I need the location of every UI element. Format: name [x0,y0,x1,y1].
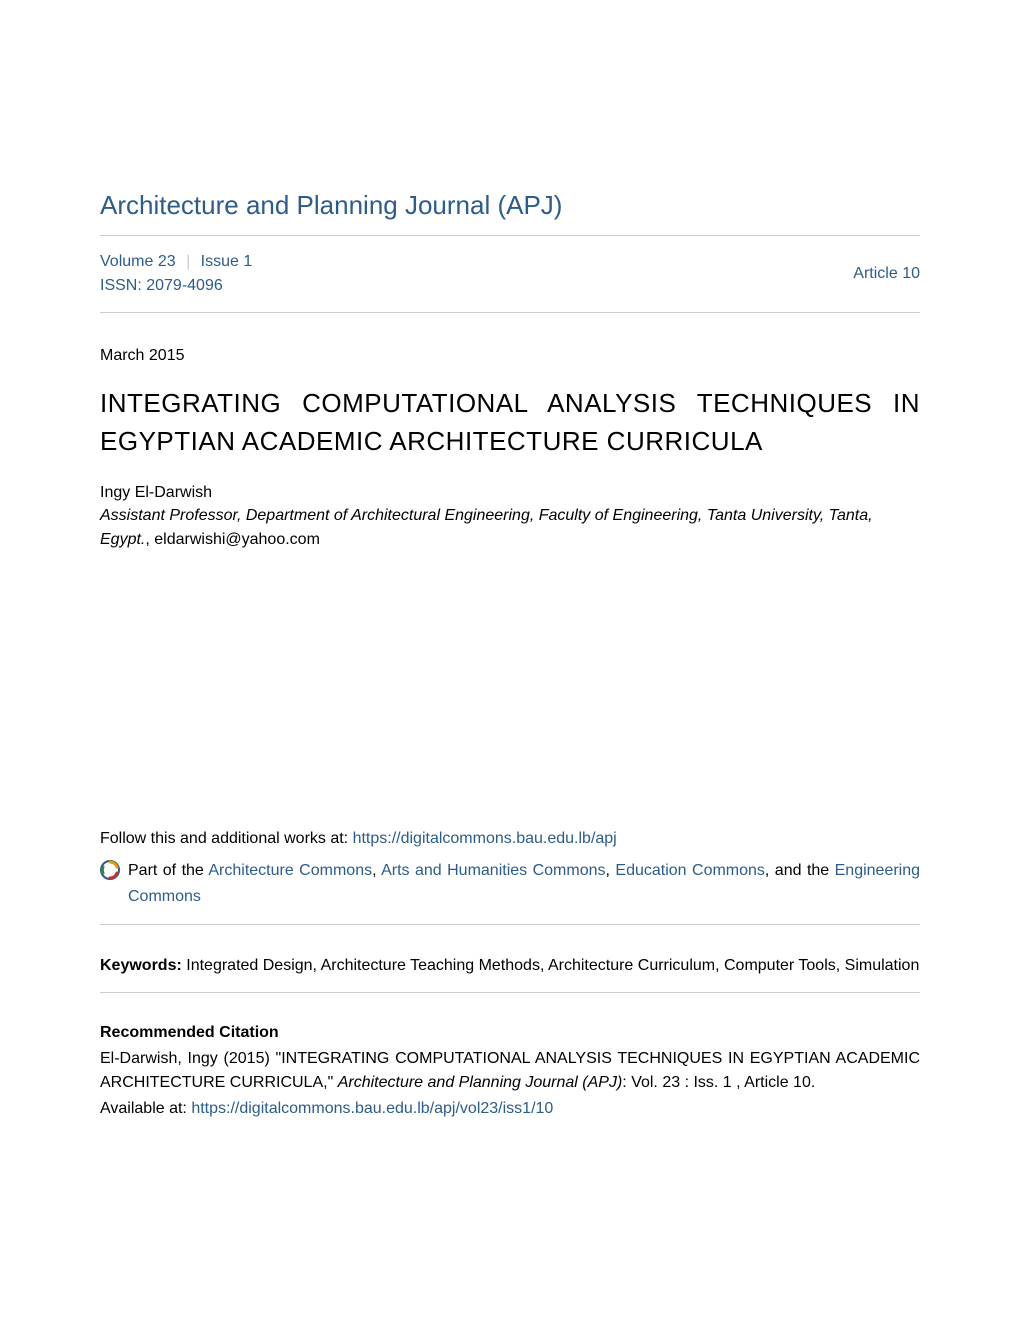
author-affiliation: Assistant Professor, Department of Archi… [100,504,920,552]
volume-link[interactable]: Volume 23 [100,253,176,270]
author-email: , eldarwishi@yahoo.com [145,531,320,548]
sep: , [372,862,381,879]
citation-section: Recommended Citation El-Darwish, Ingy (2… [100,1007,920,1121]
follow-line: Follow this and additional works at: htt… [100,830,920,848]
spacer [100,552,920,822]
commons-link-education[interactable]: Education Commons [615,862,765,879]
author-name[interactable]: Ingy El-Darwish [100,484,920,502]
meta-left: Volume 23 | Issue 1 ISSN: 2079-4096 [100,250,252,298]
part-of-text: Part of the Architecture Commons, Arts a… [128,858,920,909]
issue-link[interactable]: Issue 1 [201,253,253,270]
citation-body: El-Darwish, Ingy (2015) "INTEGRATING COM… [100,1047,920,1095]
network-icon[interactable] [100,860,120,880]
meta-separator: | [186,253,190,270]
meta-row: Volume 23 | Issue 1 ISSN: 2079-4096 Arti… [100,236,920,312]
commons-link-arts[interactable]: Arts and Humanities Commons [381,862,605,879]
sep: , and the [765,862,835,879]
publication-date: March 2015 [100,347,920,365]
divider [100,924,920,925]
article-title: INTEGRATING COMPUTATIONAL ANALYSIS TECHN… [100,385,920,460]
citation-journal: Architecture and Planning Journal (APJ) [338,1074,623,1091]
available-prefix: Available at: [100,1100,191,1117]
article-number-link[interactable]: Article 10 [853,265,920,282]
divider [100,312,920,313]
sep: , [606,862,616,879]
divider [100,992,920,993]
available-at-line: Available at: https://digitalcommons.bau… [100,1097,920,1121]
partof-lead: Part of the [128,862,208,879]
citation-heading: Recommended Citation [100,1021,920,1045]
follow-url[interactable]: https://digitalcommons.bau.edu.lb/apj [353,830,617,847]
follow-prefix: Follow this and additional works at: [100,830,353,847]
keywords-section: Keywords: Integrated Design, Architectur… [100,939,920,979]
issn-label: ISSN: 2079-4096 [100,277,223,294]
journal-title[interactable]: Architecture and Planning Journal (APJ) [100,190,920,221]
citation-post: : Vol. 23 : Iss. 1 , Article 10. [622,1074,815,1091]
keywords-text: Integrated Design, Architecture Teaching… [186,957,919,974]
keywords-label: Keywords: [100,957,186,974]
available-url[interactable]: https://digitalcommons.bau.edu.lb/apj/vo… [191,1100,553,1117]
part-of-row: Part of the Architecture Commons, Arts a… [100,858,920,909]
commons-link-architecture[interactable]: Architecture Commons [208,862,372,879]
